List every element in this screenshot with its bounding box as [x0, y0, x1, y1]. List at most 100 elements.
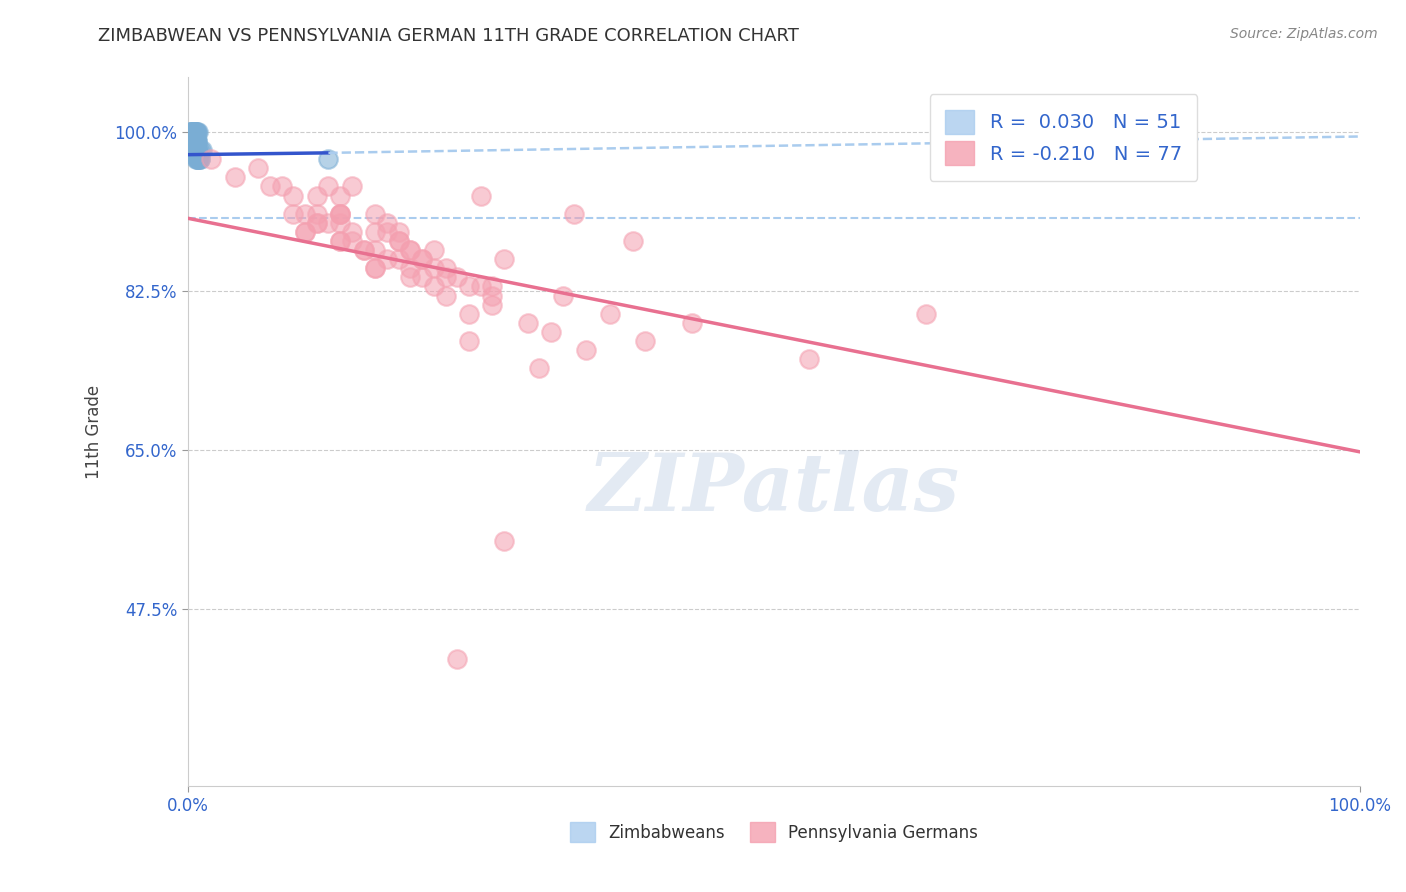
Point: [621, 234, 644, 248]
Point: [184, 134, 207, 148]
Point: [575, 343, 598, 357]
Point: [375, 225, 398, 239]
Point: [458, 307, 481, 321]
Point: [551, 288, 574, 302]
Point: [399, 243, 422, 257]
Text: ZIPatlas: ZIPatlas: [588, 450, 960, 527]
Point: [183, 134, 205, 148]
Point: [186, 134, 208, 148]
Point: [181, 134, 204, 148]
Point: [434, 270, 457, 285]
Point: [224, 170, 246, 185]
Point: [184, 143, 207, 157]
Point: [294, 225, 316, 239]
Point: [184, 134, 207, 148]
Point: [353, 243, 375, 257]
Point: [180, 125, 202, 139]
Point: [329, 216, 352, 230]
Point: [564, 207, 586, 221]
Point: [187, 152, 209, 166]
Point: [305, 216, 328, 230]
Point: [516, 316, 538, 330]
Point: [187, 152, 209, 166]
Point: [180, 125, 202, 139]
Point: [399, 261, 422, 276]
Point: [423, 261, 446, 276]
Point: [329, 234, 352, 248]
Point: [340, 234, 363, 248]
Point: [375, 216, 398, 230]
Point: [434, 288, 457, 302]
Point: [305, 188, 328, 202]
Point: [186, 143, 208, 157]
Point: [481, 288, 503, 302]
Point: [183, 134, 205, 148]
Point: [411, 252, 433, 267]
Point: [329, 207, 352, 221]
Point: [186, 125, 208, 139]
Point: [481, 279, 503, 293]
Legend: Zimbabweans, Pennsylvania Germans: Zimbabweans, Pennsylvania Germans: [557, 809, 991, 855]
Point: [183, 143, 205, 157]
Point: [270, 179, 292, 194]
Point: [411, 270, 433, 285]
Point: [294, 225, 316, 239]
Point: [200, 152, 222, 166]
Point: [188, 143, 211, 157]
Point: [259, 179, 281, 194]
Point: [470, 188, 492, 202]
Point: [411, 252, 433, 267]
Point: [423, 279, 446, 293]
Point: [399, 243, 422, 257]
Point: [184, 134, 207, 148]
Point: [184, 152, 207, 166]
Point: [184, 134, 207, 148]
Point: [797, 352, 820, 367]
Point: [340, 225, 363, 239]
Text: ZIMBABWEAN VS PENNSYLVANIA GERMAN 11TH GRADE CORRELATION CHART: ZIMBABWEAN VS PENNSYLVANIA GERMAN 11TH G…: [98, 27, 799, 45]
Point: [247, 161, 270, 176]
Point: [305, 207, 328, 221]
Point: [353, 243, 375, 257]
Point: [494, 252, 516, 267]
Point: [184, 143, 207, 157]
Point: [634, 334, 657, 348]
Point: [184, 143, 207, 157]
Point: [458, 279, 481, 293]
Point: [184, 143, 207, 157]
Point: [340, 179, 363, 194]
Point: [186, 152, 208, 166]
Point: [184, 125, 207, 139]
Point: [388, 234, 411, 248]
Point: [399, 270, 422, 285]
Point: [364, 243, 387, 257]
Y-axis label: 11th Grade: 11th Grade: [86, 384, 103, 479]
Point: [540, 325, 562, 339]
Point: [188, 152, 211, 166]
Point: [329, 207, 352, 221]
Point: [180, 134, 202, 148]
Point: [183, 134, 205, 148]
Point: [183, 134, 205, 148]
Point: [181, 134, 204, 148]
Point: [183, 134, 205, 148]
Point: [184, 125, 207, 139]
Point: [375, 252, 398, 267]
Point: [470, 279, 492, 293]
Point: [329, 188, 352, 202]
Point: [188, 152, 211, 166]
Point: [388, 234, 411, 248]
Point: [458, 334, 481, 348]
Point: [388, 252, 411, 267]
Point: [388, 225, 411, 239]
Point: [186, 143, 208, 157]
Point: [180, 134, 202, 148]
Point: [184, 125, 207, 139]
Point: [599, 307, 621, 321]
Point: [329, 234, 352, 248]
Point: [294, 207, 316, 221]
Point: [183, 134, 205, 148]
Point: [318, 152, 340, 166]
Point: [364, 261, 387, 276]
Point: [318, 179, 340, 194]
